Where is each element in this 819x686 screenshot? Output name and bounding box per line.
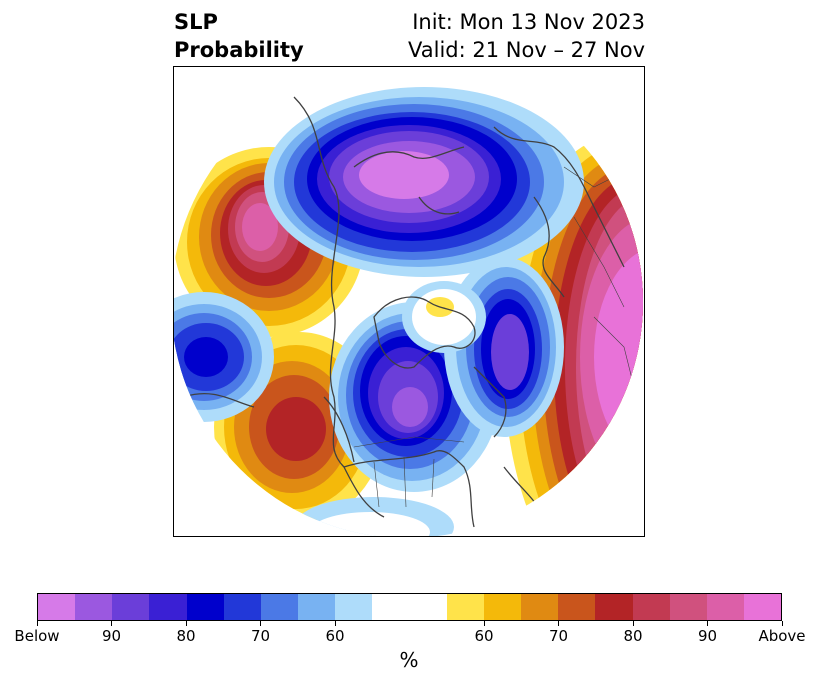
subtropical-pacific-high	[214, 332, 384, 522]
colorbar-tick-mark	[707, 621, 708, 626]
colorbar-segment	[335, 594, 373, 620]
colorbar-segment	[595, 594, 633, 620]
colorbar-tick-label: Below	[14, 627, 60, 645]
colorbar-segment	[409, 594, 447, 620]
colorbar-segment	[298, 594, 336, 620]
colorbar-tick-mark	[781, 621, 783, 626]
colorbar-segment	[558, 594, 596, 620]
colorbar	[37, 593, 782, 621]
colorbar-segment	[260, 594, 299, 620]
colorbar-tick-label: 70	[548, 627, 569, 645]
colorbar-tick-label: Above	[758, 627, 806, 645]
colorbar-tick-mark	[36, 621, 38, 626]
coastlines	[183, 96, 643, 528]
hudson-bay-neutral	[402, 281, 486, 353]
colorbar-segment	[446, 594, 484, 620]
colorbar-tick-mark	[483, 621, 485, 626]
colorbar-segment	[38, 594, 76, 620]
colorbar-tick-label: 60	[474, 627, 494, 645]
colorbar-tick-mark	[334, 621, 336, 626]
chart-title-left: SLP Probability	[174, 8, 304, 64]
init-date: Init: Mon 13 Nov 2023	[412, 10, 645, 34]
colorbar-tick-label: 90	[101, 627, 122, 645]
colorbar-segment	[706, 594, 744, 620]
colorbar-segment	[743, 594, 782, 620]
colorbar-segment	[112, 594, 150, 620]
political-borders	[353, 166, 635, 508]
colorbar-segment	[521, 594, 559, 620]
colorbar-segment	[186, 594, 224, 620]
colorbar-tick-label: 80	[623, 627, 643, 645]
colorbar-segment	[669, 594, 707, 620]
colorbar-tick-label: 90	[697, 627, 718, 645]
colorbar-segment	[632, 594, 670, 620]
colorbar-tick-mark	[111, 621, 112, 626]
colorbar-tick-mark	[558, 621, 559, 626]
colorbar-tick-mark	[260, 621, 261, 626]
colorbar-unit-label: %	[399, 648, 419, 672]
colorbar-tick-label: 60	[325, 627, 345, 645]
chart-title-right: Init: Mon 13 Nov 2023 Valid: 21 Nov – 27…	[408, 8, 645, 64]
colorbar-segment	[223, 594, 261, 620]
colorbar-segment	[372, 594, 410, 620]
colorbar-tick-mark	[632, 621, 634, 626]
title-variable: SLP	[174, 10, 218, 34]
colorbar-segment	[483, 594, 522, 620]
map-panel	[173, 66, 645, 537]
valid-range: Valid: 21 Nov – 27 Nov	[408, 38, 645, 62]
colorbar-segment	[75, 594, 113, 620]
colorbar-tick-label: 80	[176, 627, 196, 645]
polar-map	[174, 67, 643, 536]
colorbar-segment	[149, 594, 187, 620]
title-type: Probability	[174, 38, 304, 62]
colorbar-tick-mark	[185, 621, 187, 626]
arctic-low-anomaly	[264, 87, 584, 277]
colorbar-tick-label: 70	[250, 627, 271, 645]
